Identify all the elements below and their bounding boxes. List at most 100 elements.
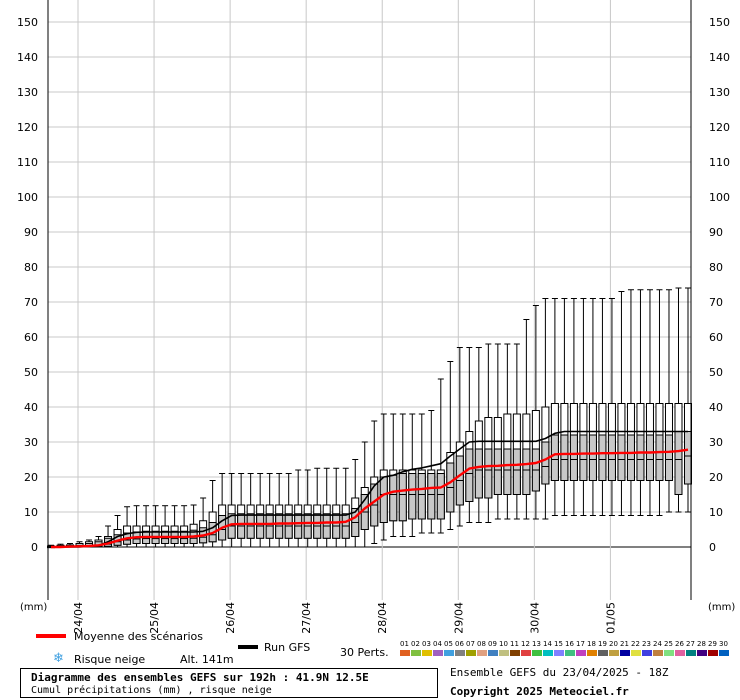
box-plot [303, 469, 312, 548]
box-plots [47, 287, 692, 549]
pert-color-swatch [620, 650, 630, 656]
box-iqr [465, 448, 474, 502]
y-tick-label: 70 [709, 296, 723, 309]
y-tick-label: 60 [709, 331, 723, 344]
box-iqr [626, 434, 635, 481]
box-plot [579, 298, 588, 516]
series-lines [51, 430, 689, 549]
y-ticks-right: 0 10 20 30 40 50 60 70 80 90 100 110 120 130 140 150 [709, 16, 730, 554]
y-tick-label: 130 [17, 86, 38, 99]
box-plot [664, 289, 673, 513]
box-iqr [474, 448, 483, 499]
pert-number: 19 [598, 640, 607, 648]
box-plot [417, 413, 426, 534]
y-tick-label: 70 [24, 296, 38, 309]
y-tick-label: 130 [709, 86, 730, 99]
box-plot [455, 347, 464, 527]
box-iqr [436, 473, 445, 520]
pert-color-swatch [510, 650, 520, 656]
pert-number: 02 [411, 640, 420, 648]
box-plot [436, 378, 445, 534]
box-plot [256, 473, 265, 548]
pert-number: 09 [488, 640, 497, 648]
x-date-label: 29/04 [452, 602, 465, 634]
box-plot [626, 289, 635, 516]
pert-number: 30 [719, 640, 728, 648]
pert-color-swatch [642, 650, 652, 656]
box-plot [237, 473, 246, 548]
y-tick-label: 150 [17, 16, 38, 29]
box-plot [484, 343, 493, 523]
pert-color-swatch [433, 650, 443, 656]
box-iqr [541, 441, 550, 485]
pert-color-swatch [488, 650, 498, 656]
box-plot [284, 473, 293, 548]
pert-color-swatch [400, 650, 410, 656]
pert-color-swatch [543, 650, 553, 656]
y-tick-label: 100 [709, 191, 730, 204]
pert-color-swatch [631, 650, 641, 656]
box-iqr [579, 434, 588, 481]
pert-number: 13 [532, 640, 541, 648]
pert-color-swatch [675, 650, 685, 656]
y-tick-label: 10 [24, 506, 38, 519]
pert-number: 10 [499, 640, 508, 648]
box-plot [550, 298, 559, 516]
y-tick-label: 80 [709, 261, 723, 274]
pert-number: 03 [422, 640, 431, 648]
y-tick-label: 110 [709, 156, 730, 169]
box-plot [474, 347, 483, 523]
y-tick-label: 10 [709, 506, 723, 519]
y-tick-label: 40 [709, 401, 723, 414]
box-iqr [389, 474, 398, 522]
y-tick-label: 120 [709, 121, 730, 134]
y-tick-label: 140 [17, 51, 38, 64]
box-iqr [664, 434, 673, 481]
pert-color-swatch [455, 650, 465, 656]
box-plot [636, 289, 645, 516]
pert-color-swatch [411, 650, 421, 656]
pert-number: 25 [664, 640, 673, 648]
chart-subtitle: Cumul précipitations (mm) , risque neige [31, 685, 272, 696]
pert-number: 07 [466, 640, 475, 648]
box-iqr [560, 434, 569, 481]
y-tick-label: 150 [709, 16, 730, 29]
box-plot [569, 298, 578, 516]
box-plot [398, 413, 407, 537]
pert-color-swatch [565, 650, 575, 656]
pert-color-swatch [532, 650, 542, 656]
y-tick-label: 0 [709, 541, 716, 554]
snowflake-icon: ❄ [53, 651, 64, 666]
box-iqr [655, 434, 664, 481]
box-plot [617, 291, 626, 516]
pert-color-swatch [477, 650, 487, 656]
pert-color-swatch [422, 650, 432, 656]
box-iqr [645, 434, 654, 481]
box-iqr [684, 431, 692, 485]
y-unit-right: (mm) [708, 602, 735, 613]
pert-color-swatch [587, 650, 597, 656]
box-plot [541, 298, 550, 520]
y-tick-label: 20 [24, 471, 38, 484]
pert-number: 11 [510, 640, 519, 648]
pert-number: 27 [686, 640, 695, 648]
box-iqr [598, 434, 607, 481]
box-iqr [512, 448, 521, 495]
pert-number: 20 [609, 640, 618, 648]
pert-number: 23 [642, 640, 651, 648]
pert-color-swatch [521, 650, 531, 656]
box-iqr [417, 473, 426, 520]
x-date-label: 28/04 [376, 602, 389, 634]
box-iqr [569, 434, 578, 481]
pert-color-swatch [598, 650, 608, 656]
box-iqr [503, 448, 512, 495]
info-box: Diagramme des ensembles GEFS sur 192h : … [20, 668, 438, 698]
y-ticks-left: 0 10 20 30 40 50 60 70 80 90 100 110 120 130 140 150 [17, 16, 38, 554]
y-tick-label: 30 [24, 436, 38, 449]
y-tick-label: 90 [709, 226, 723, 239]
y-tick-label: 40 [24, 401, 38, 414]
box-iqr [408, 473, 417, 520]
box-plot [588, 298, 597, 516]
pert-color-swatch [719, 650, 729, 656]
